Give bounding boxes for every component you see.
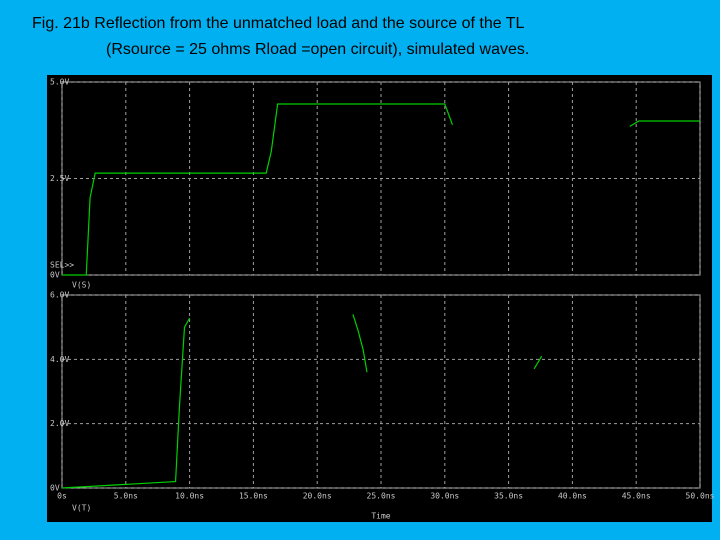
x-tick-label: 0s bbox=[57, 492, 67, 501]
y-tick-label: 2.0V bbox=[50, 419, 69, 428]
caption-line: Fig. 21b Reflection from the unmatched l… bbox=[32, 15, 525, 32]
x-tick-label: 15.0ns bbox=[239, 492, 268, 501]
x-tick-label: 40.0ns bbox=[558, 492, 587, 501]
series-line bbox=[533, 355, 543, 370]
y-tick-label: 0V bbox=[50, 271, 60, 280]
annotation: SEL>> bbox=[50, 261, 74, 270]
legend-label: V(T) bbox=[72, 504, 91, 513]
y-tick-label: 6.0V bbox=[50, 291, 69, 300]
caption-line: (Rsource = 25 ohms Rload =open circuit),… bbox=[106, 41, 529, 58]
legend-label: V(S) bbox=[72, 281, 91, 290]
x-tick-label: 30.0ns bbox=[430, 492, 459, 501]
y-tick-label: 0V bbox=[50, 484, 60, 493]
x-tick-label: 50.0ns bbox=[686, 492, 715, 501]
series-line bbox=[629, 120, 700, 127]
y-tick-label: 2.5V bbox=[50, 174, 69, 183]
plot-panel bbox=[47, 75, 712, 522]
x-axis-label: Time bbox=[371, 512, 390, 521]
series-line bbox=[352, 314, 368, 373]
y-tick-label: 4.0V bbox=[50, 355, 69, 364]
y-tick-label: 5.0V bbox=[50, 78, 69, 87]
x-tick-label: 25.0ns bbox=[367, 492, 396, 501]
x-tick-label: 5.0ns bbox=[114, 492, 138, 501]
x-tick-label: 35.0ns bbox=[494, 492, 523, 501]
x-tick-label: 20.0ns bbox=[303, 492, 332, 501]
series-line bbox=[61, 317, 191, 489]
series-line bbox=[62, 103, 454, 276]
x-tick-label: 45.0ns bbox=[622, 492, 651, 501]
x-tick-label: 10.0ns bbox=[175, 492, 204, 501]
